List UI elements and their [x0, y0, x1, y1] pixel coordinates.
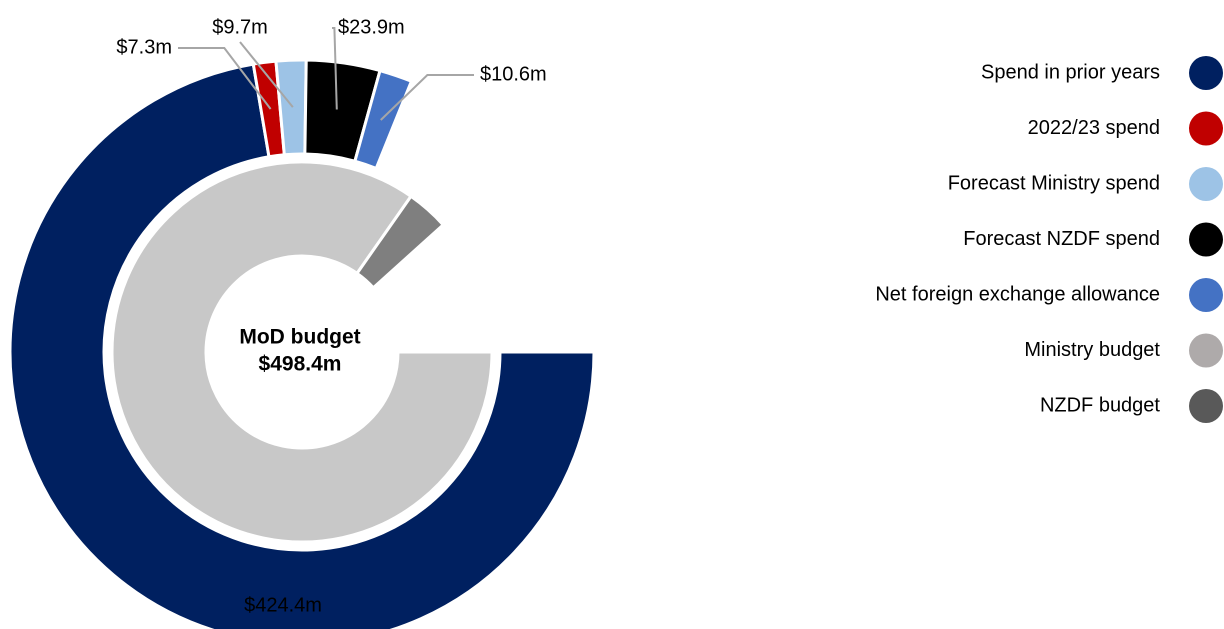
legend-swatch	[1189, 222, 1223, 257]
legend-label: Forecast NZDF spend	[963, 228, 1160, 250]
donut-slice	[353, 68, 414, 171]
data-label: $9.7m	[212, 16, 268, 38]
rings	[8, 58, 596, 629]
center-label: MoD budget	[239, 326, 360, 349]
legend-swatch	[1189, 389, 1223, 423]
legend-swatch	[1189, 111, 1223, 146]
leader-line	[239, 41, 294, 108]
legend-swatch	[1189, 333, 1223, 368]
legend-swatch	[1189, 167, 1223, 201]
data-label: $7.3m	[116, 36, 172, 58]
legend-swatch	[1189, 56, 1223, 90]
data-label: $424.4m	[244, 594, 322, 616]
legend-label: 2022/23 spend	[1028, 117, 1160, 139]
leader-line	[178, 47, 272, 110]
data-label: $10.6m	[480, 63, 547, 85]
leader-line	[332, 27, 338, 110]
legend-label: Spend in prior years	[981, 61, 1160, 83]
legend-swatch	[1189, 278, 1223, 312]
leader-line	[380, 74, 474, 121]
center-value: $498.4m	[259, 353, 342, 376]
legend-label: NZDF budget	[1040, 394, 1160, 416]
legend-label: Ministry budget	[1024, 339, 1160, 361]
data-label: $23.9m	[338, 16, 405, 38]
donut-slice	[110, 160, 494, 544]
donut-slice	[8, 62, 596, 629]
donut-slice	[354, 194, 446, 290]
legend-label: Net foreign exchange allowance	[875, 283, 1160, 305]
legend-label: Forecast Ministry spend	[948, 172, 1160, 194]
